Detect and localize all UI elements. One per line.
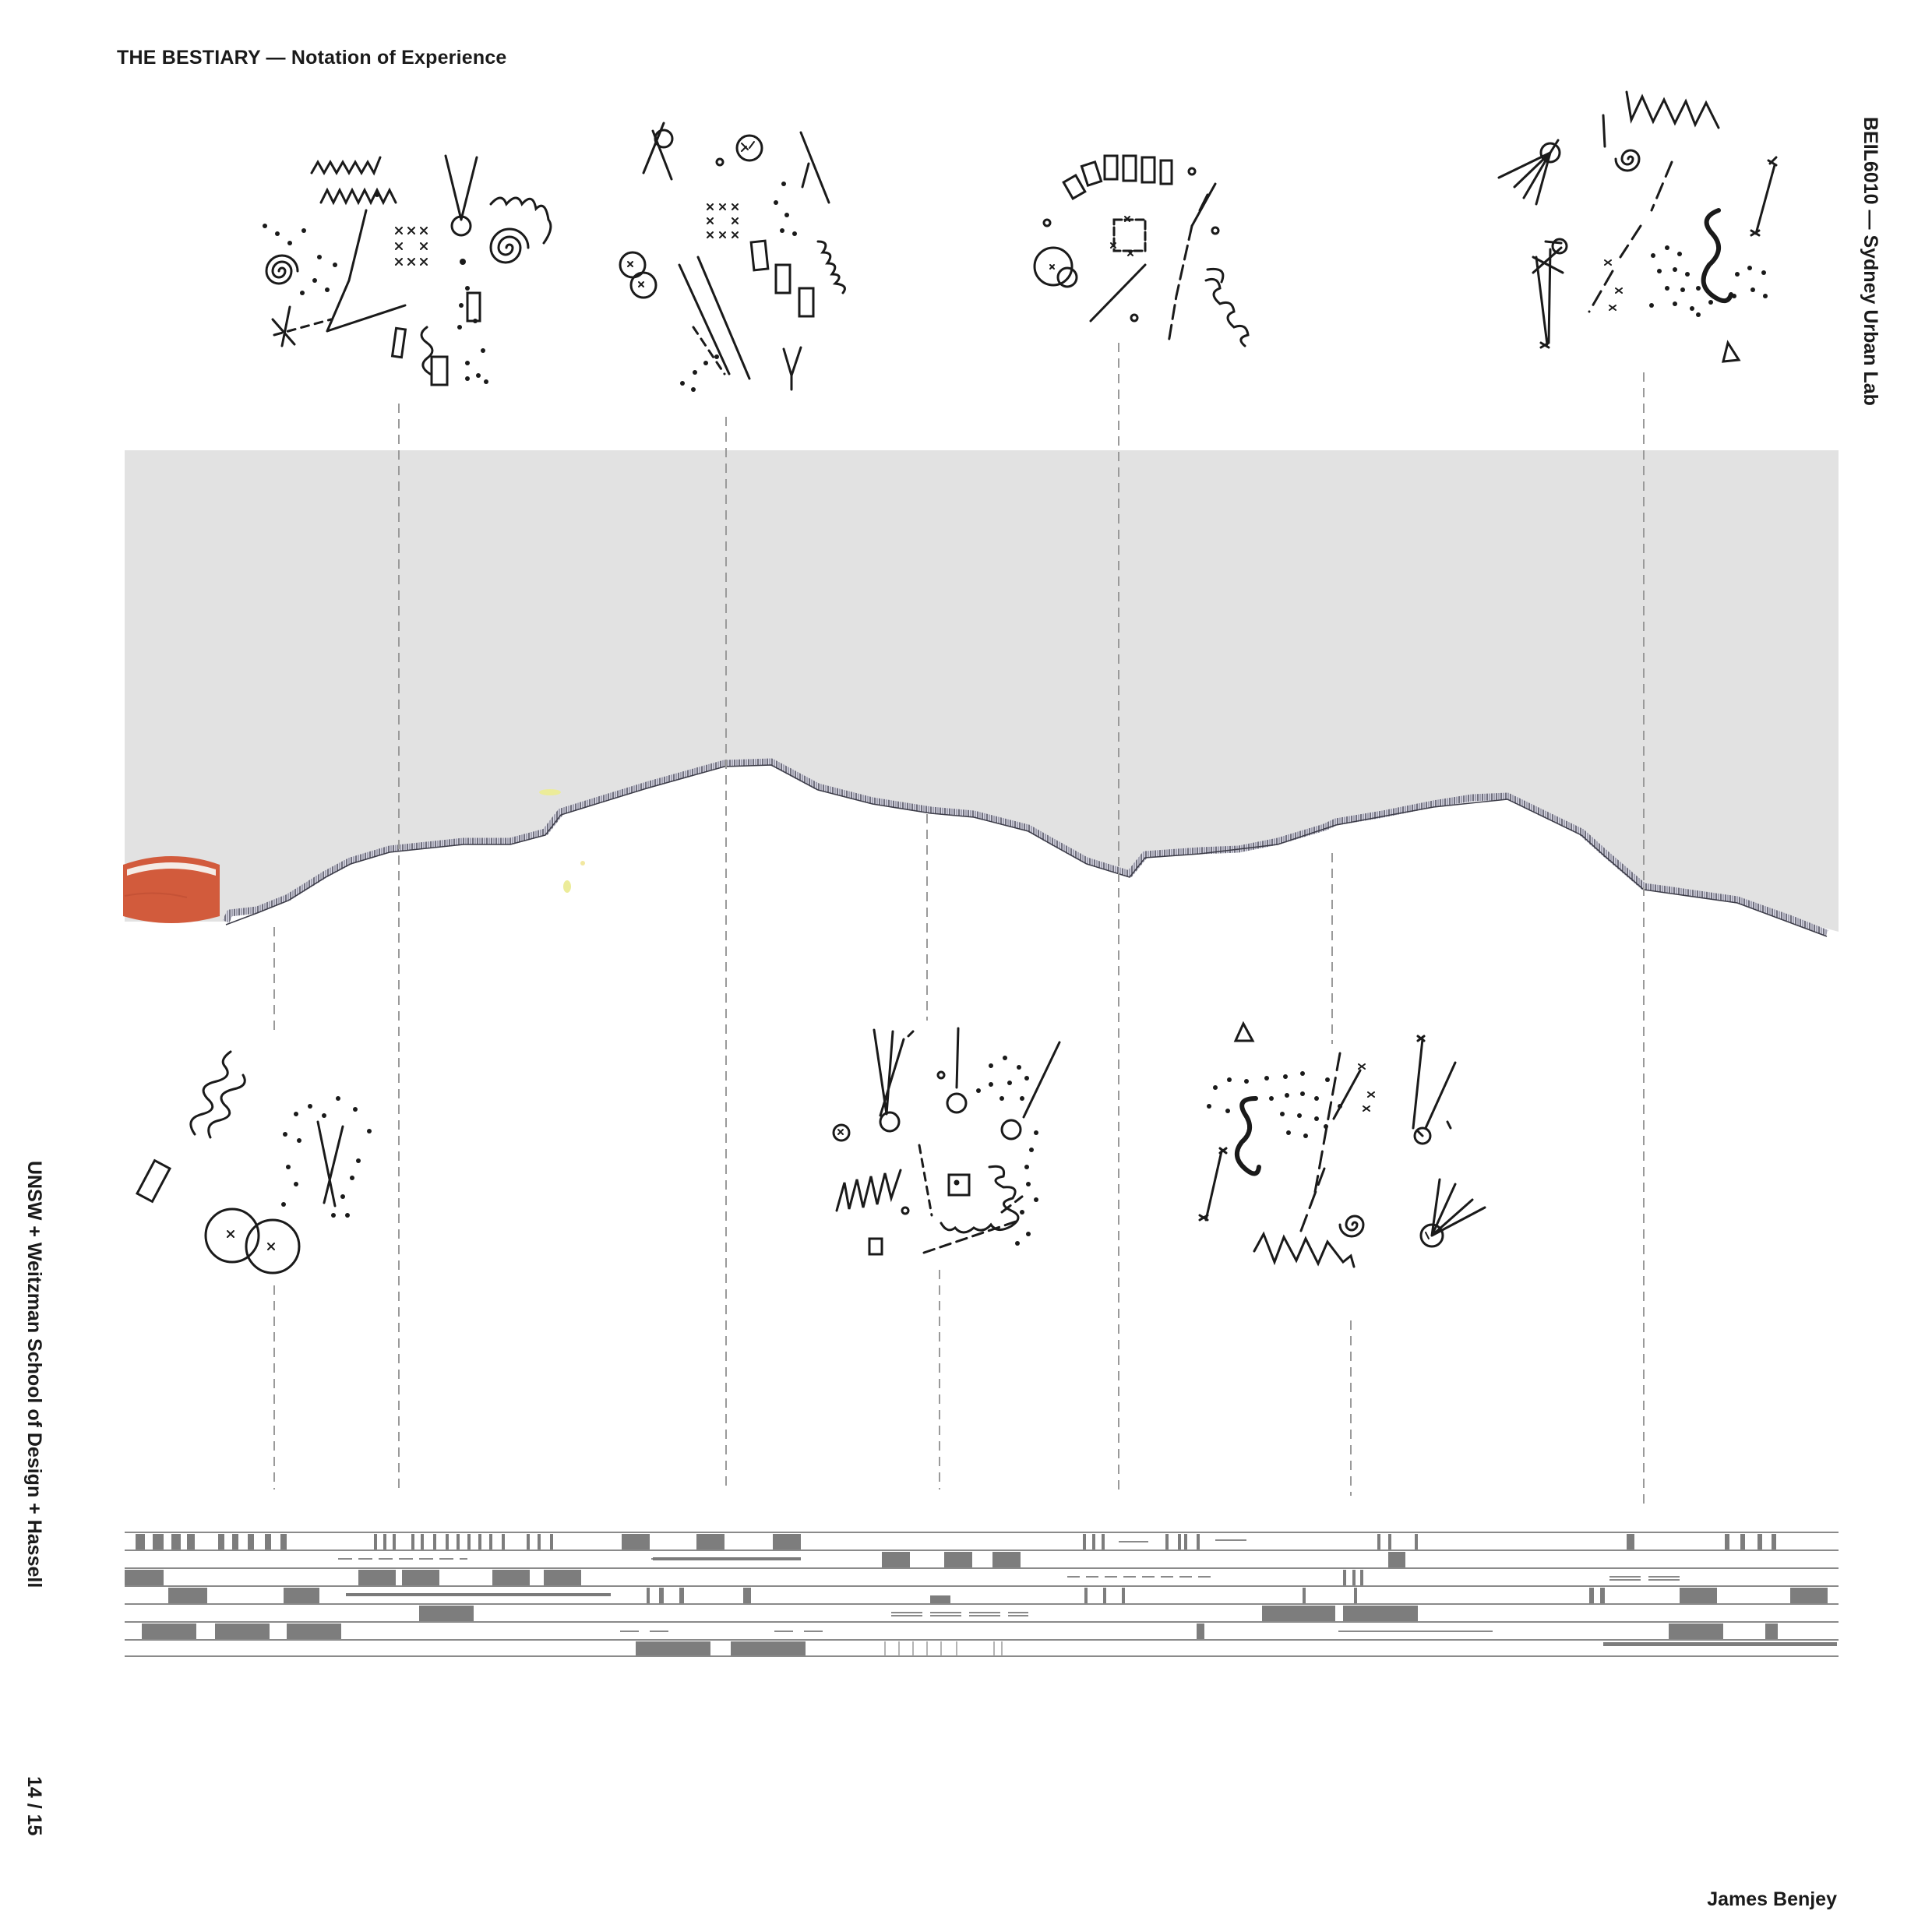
glyph-cluster-6 xyxy=(832,1027,1061,1256)
rectangle-glyph xyxy=(947,1173,971,1197)
glyph-cluster-5 xyxy=(135,1050,372,1274)
glyph-cluster-4 xyxy=(1497,90,1778,363)
glyph-cluster-1 xyxy=(263,154,552,386)
rectangle-glyph xyxy=(430,355,449,386)
dot-cluster-glyph xyxy=(976,1056,1038,1246)
coil-glyph xyxy=(1701,208,1733,304)
rectangle-glyph xyxy=(1141,156,1156,184)
circle-glyph xyxy=(450,215,472,237)
cross-grid-glyph xyxy=(395,227,428,266)
glyph-cluster-7 xyxy=(1198,1021,1486,1268)
cross-glyph xyxy=(1750,229,1761,237)
cross-glyph xyxy=(1198,1214,1209,1222)
document-title: THE BESTIARY — Notation of Experience xyxy=(117,47,507,69)
rectangle-glyph xyxy=(1122,154,1137,182)
cross-grid-glyph xyxy=(707,203,739,238)
circle-glyph xyxy=(735,134,763,162)
coil-glyph xyxy=(816,240,846,294)
author-name: James Benjey xyxy=(1707,1888,1837,1910)
terrain-ridge xyxy=(222,758,1828,937)
circle-glyph xyxy=(1539,142,1561,164)
spiral-glyph xyxy=(1614,149,1641,172)
spiral-glyph xyxy=(1338,1215,1365,1238)
zigzag-glyph xyxy=(1625,90,1720,129)
coil-glyph xyxy=(489,196,552,245)
glyph-cluster-2 xyxy=(619,122,846,392)
dot-cluster-glyph xyxy=(263,192,488,384)
rectangle-glyph xyxy=(1103,154,1119,181)
rectangle-glyph xyxy=(1112,218,1147,252)
zigzag-glyph xyxy=(319,187,397,206)
circle-glyph xyxy=(654,129,674,149)
sky-area xyxy=(125,450,1839,932)
circle-glyph xyxy=(245,1218,301,1274)
zigzag-glyph xyxy=(310,156,382,176)
connector-lines xyxy=(273,343,1645,1504)
coil-glyph xyxy=(940,1165,1020,1234)
coil-glyph xyxy=(1235,1096,1261,1176)
spiral-glyph xyxy=(265,254,299,285)
triangle-glyph xyxy=(1233,1021,1255,1042)
rectangle-glyph xyxy=(868,1237,883,1256)
dot-cluster-glyph xyxy=(680,182,797,392)
circle-glyph xyxy=(444,154,478,221)
zigzag-glyph xyxy=(835,1169,902,1212)
circle-glyph xyxy=(832,1123,851,1142)
circle-glyph xyxy=(1033,246,1074,287)
cross-glyph xyxy=(1539,341,1550,349)
dot-cluster-glyph xyxy=(281,1096,372,1218)
rectangle-glyph xyxy=(1080,160,1103,188)
notation-staff xyxy=(125,1532,1839,1657)
circle-glyph xyxy=(1413,1126,1432,1145)
wave-glyph xyxy=(207,1074,246,1139)
zigzag-glyph xyxy=(1253,1231,1356,1268)
rectangle-glyph xyxy=(390,326,407,359)
dot-cluster-glyph xyxy=(1207,1071,1342,1138)
circle-glyph xyxy=(1000,1119,1022,1141)
wave-glyph xyxy=(189,1050,232,1136)
rectangle-glyph xyxy=(749,239,770,272)
circle-glyph xyxy=(629,271,658,299)
circle-glyph xyxy=(946,1092,968,1114)
rectangle-glyph xyxy=(1159,159,1173,185)
rectangle-glyph xyxy=(135,1158,172,1204)
circle-glyph xyxy=(879,1111,901,1133)
rectangle-glyph xyxy=(798,287,815,318)
rectangle-glyph xyxy=(774,263,791,294)
circle-glyph xyxy=(204,1208,260,1264)
glyph-cluster-3 xyxy=(1033,154,1250,347)
spiral-glyph xyxy=(489,227,530,264)
triangle-glyph xyxy=(1722,340,1741,363)
cross-glyph xyxy=(271,305,296,347)
coil-glyph xyxy=(420,326,434,375)
circle-glyph xyxy=(1551,238,1568,255)
rectangle-glyph xyxy=(466,291,481,323)
dot-cluster-glyph xyxy=(1649,245,1768,317)
rectangle-glyph xyxy=(1062,174,1087,200)
coil-glyph xyxy=(1204,277,1250,347)
circle-glyph xyxy=(1419,1223,1444,1248)
origin-marker xyxy=(123,856,220,923)
circle-glyph xyxy=(1056,266,1078,288)
